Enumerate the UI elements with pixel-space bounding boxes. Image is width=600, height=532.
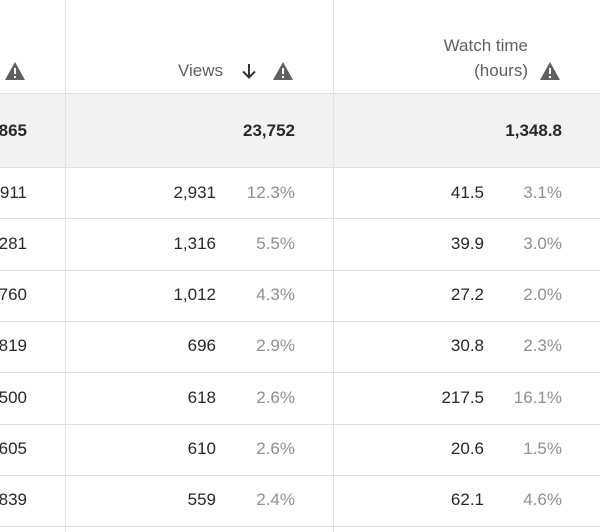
watch-time-percent: 2.0% — [523, 285, 562, 305]
partial-cell: 819 — [0, 336, 27, 356]
row-divider — [0, 321, 600, 322]
row-divider — [0, 424, 600, 425]
header-divider — [0, 93, 600, 94]
row-divider — [0, 167, 600, 168]
row-divider — [0, 475, 600, 476]
views-percent: 5.5% — [256, 233, 295, 253]
row-divider — [0, 372, 600, 373]
warning-icon[interactable] — [539, 61, 561, 81]
watch-time-value: 39.9 — [450, 233, 484, 253]
watch-time-value: 20.6 — [450, 439, 484, 458]
views-percent: 2.4% — [256, 490, 295, 510]
watch-time-header-unit[interactable]: (hours) — [474, 61, 528, 80]
views-percent: 12.3% — [246, 182, 295, 202]
watch-time-percent: 2.3% — [523, 336, 562, 356]
watch-time-value: 27.2 — [450, 285, 484, 305]
watch-time-value: 217.5 — [441, 387, 484, 407]
row-divider — [0, 526, 600, 527]
views-value: 2,931 — [173, 182, 216, 202]
watch-time-percent: 3.0% — [523, 233, 562, 253]
watch-time-percent: 3.1% — [523, 182, 562, 202]
watch-time-header[interactable]: Watch time — [443, 36, 528, 55]
warning-icon[interactable] — [272, 61, 294, 81]
total-cell: 865 — [0, 121, 27, 140]
views-value: 1,316 — [173, 233, 216, 253]
views-percent: 2.9% — [256, 336, 295, 356]
watch-time-percent: 4.6% — [523, 490, 562, 510]
partial-cell: 500 — [0, 387, 27, 407]
total-row-background — [0, 93, 600, 167]
views-percent: 4.3% — [256, 285, 295, 305]
views-value: 618 — [187, 387, 216, 407]
views-value: 610 — [187, 439, 216, 458]
partial-cell: 911 — [0, 182, 27, 202]
total-views: 23,752 — [243, 121, 295, 140]
column-divider — [65, 0, 66, 532]
watch-time-value: 62.1 — [450, 490, 484, 510]
watch-time-value: 30.8 — [450, 336, 484, 356]
row-divider — [0, 270, 600, 271]
partial-cell: 760 — [0, 285, 27, 305]
views-percent: 2.6% — [256, 387, 295, 407]
views-percent: 2.6% — [256, 439, 295, 458]
partial-cell: 839 — [0, 490, 27, 510]
watch-time-percent: 1.5% — [523, 439, 562, 458]
watch-time-value: 41.5 — [450, 182, 484, 202]
row-divider — [0, 218, 600, 219]
views-value: 1,012 — [173, 285, 216, 305]
partial-cell: 605 — [0, 439, 27, 458]
watch-time-percent: 16.1% — [513, 387, 562, 407]
views-value: 559 — [187, 490, 216, 510]
partial-cell: 281 — [0, 233, 27, 253]
views-value: 696 — [187, 336, 216, 356]
views-header[interactable]: Views — [177, 61, 223, 80]
warning-icon[interactable] — [4, 61, 26, 81]
total-watch-time: 1,348.8 — [505, 121, 562, 140]
column-divider — [333, 0, 334, 532]
sort-arrow[interactable] — [240, 62, 258, 80]
